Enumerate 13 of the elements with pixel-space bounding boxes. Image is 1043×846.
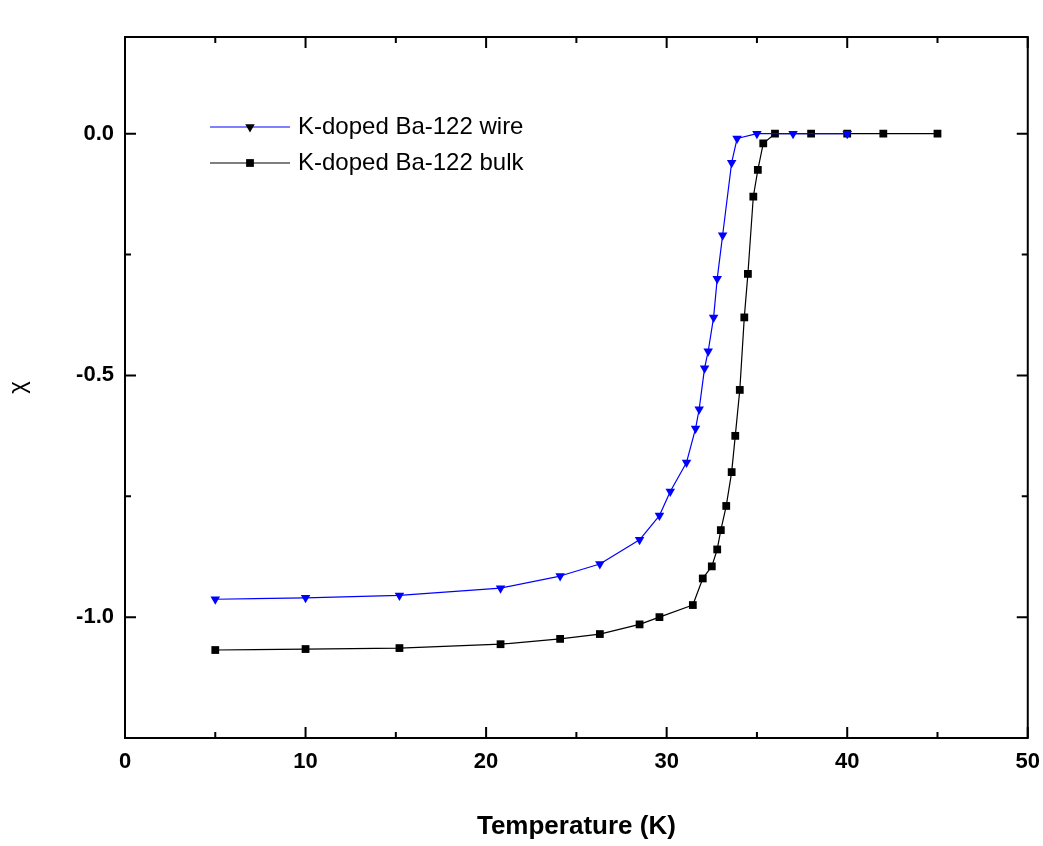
y-tick-label: -0.5 xyxy=(76,361,114,387)
x-tick-label: 0 xyxy=(118,748,132,774)
y-tick-label: 0.0 xyxy=(83,119,114,145)
x-tick-label: 50 xyxy=(1015,748,1041,774)
x-tick-label: 30 xyxy=(654,748,679,774)
x-tick-label: 10 xyxy=(293,748,318,774)
y-axis-title: χ xyxy=(3,380,31,394)
y-tick-label: -1.0 xyxy=(76,603,114,629)
x-tick-label: 40 xyxy=(834,748,860,774)
legend-label: K-doped Ba-122 wire xyxy=(298,111,524,139)
legend-label: K-doped Ba-122 bulk xyxy=(298,147,525,175)
x-axis-title: Temperature (K) xyxy=(476,809,676,840)
x-tick-label: 20 xyxy=(473,748,499,774)
